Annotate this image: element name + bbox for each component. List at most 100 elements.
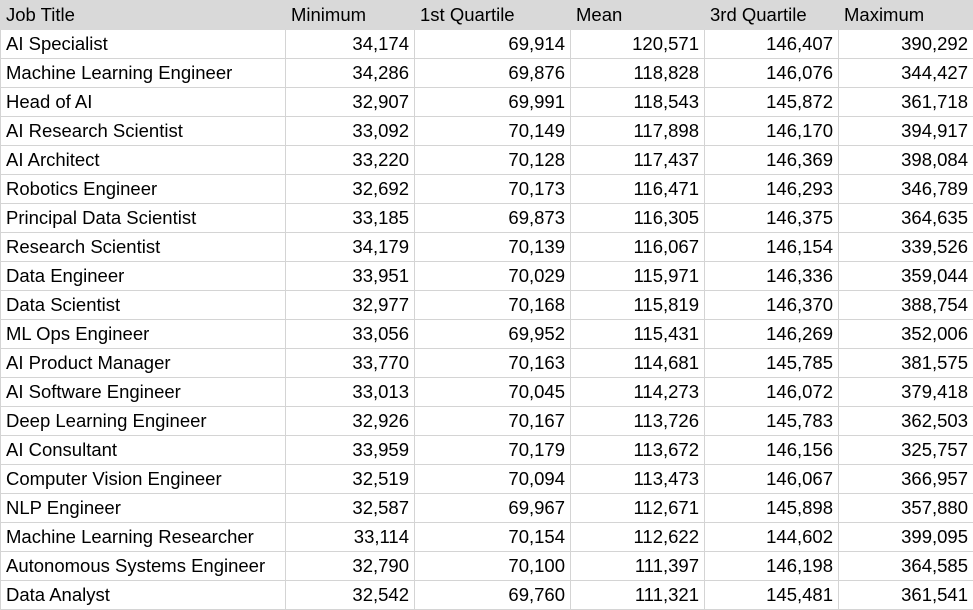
first-quartile-cell[interactable]: 70,154 xyxy=(414,522,571,552)
first-quartile-cell[interactable]: 70,029 xyxy=(414,261,571,291)
job-title-cell[interactable]: NLP Engineer xyxy=(0,493,286,523)
job-title-cell[interactable]: AI Research Scientist xyxy=(0,116,286,146)
maximum-cell[interactable]: 357,880 xyxy=(838,493,973,523)
third-quartile-cell[interactable]: 145,898 xyxy=(704,493,839,523)
minimum-cell[interactable]: 32,542 xyxy=(285,580,415,610)
third-quartile-cell[interactable]: 145,872 xyxy=(704,87,839,117)
maximum-cell[interactable]: 362,503 xyxy=(838,406,973,436)
maximum-cell[interactable]: 325,757 xyxy=(838,435,973,465)
third-quartile-cell[interactable]: 146,170 xyxy=(704,116,839,146)
maximum-cell[interactable]: 394,917 xyxy=(838,116,973,146)
maximum-cell[interactable]: 399,095 xyxy=(838,522,973,552)
first-quartile-cell[interactable]: 70,173 xyxy=(414,174,571,204)
mean-cell[interactable]: 115,819 xyxy=(570,290,705,320)
first-quartile-cell[interactable]: 70,149 xyxy=(414,116,571,146)
job-title-cell[interactable]: AI Consultant xyxy=(0,435,286,465)
minimum-cell[interactable]: 32,519 xyxy=(285,464,415,494)
maximum-cell[interactable]: 344,427 xyxy=(838,58,973,88)
first-quartile-cell[interactable]: 70,128 xyxy=(414,145,571,175)
minimum-cell[interactable]: 34,174 xyxy=(285,29,415,59)
first-quartile-cell[interactable]: 70,139 xyxy=(414,232,571,262)
minimum-cell[interactable]: 33,092 xyxy=(285,116,415,146)
job-title-cell[interactable]: AI Product Manager xyxy=(0,348,286,378)
header-mean[interactable]: Mean xyxy=(570,0,705,30)
first-quartile-cell[interactable]: 70,179 xyxy=(414,435,571,465)
third-quartile-cell[interactable]: 146,076 xyxy=(704,58,839,88)
job-title-cell[interactable]: Machine Learning Researcher xyxy=(0,522,286,552)
maximum-cell[interactable]: 339,526 xyxy=(838,232,973,262)
mean-cell[interactable]: 111,321 xyxy=(570,580,705,610)
maximum-cell[interactable]: 390,292 xyxy=(838,29,973,59)
third-quartile-cell[interactable]: 146,067 xyxy=(704,464,839,494)
third-quartile-cell[interactable]: 145,783 xyxy=(704,406,839,436)
first-quartile-cell[interactable]: 69,991 xyxy=(414,87,571,117)
third-quartile-cell[interactable]: 146,293 xyxy=(704,174,839,204)
job-title-cell[interactable]: Data Analyst xyxy=(0,580,286,610)
job-title-cell[interactable]: Computer Vision Engineer xyxy=(0,464,286,494)
mean-cell[interactable]: 118,543 xyxy=(570,87,705,117)
maximum-cell[interactable]: 364,635 xyxy=(838,203,973,233)
maximum-cell[interactable]: 398,084 xyxy=(838,145,973,175)
minimum-cell[interactable]: 34,179 xyxy=(285,232,415,262)
first-quartile-cell[interactable]: 70,100 xyxy=(414,551,571,581)
minimum-cell[interactable]: 33,951 xyxy=(285,261,415,291)
first-quartile-cell[interactable]: 69,914 xyxy=(414,29,571,59)
job-title-cell[interactable]: AI Software Engineer xyxy=(0,377,286,407)
minimum-cell[interactable]: 33,959 xyxy=(285,435,415,465)
third-quartile-cell[interactable]: 145,785 xyxy=(704,348,839,378)
third-quartile-cell[interactable]: 146,198 xyxy=(704,551,839,581)
job-title-cell[interactable]: Research Scientist xyxy=(0,232,286,262)
minimum-cell[interactable]: 32,790 xyxy=(285,551,415,581)
minimum-cell[interactable]: 33,220 xyxy=(285,145,415,175)
mean-cell[interactable]: 113,726 xyxy=(570,406,705,436)
job-title-cell[interactable]: Autonomous Systems Engineer xyxy=(0,551,286,581)
third-quartile-cell[interactable]: 146,269 xyxy=(704,319,839,349)
third-quartile-cell[interactable]: 144,602 xyxy=(704,522,839,552)
minimum-cell[interactable]: 33,114 xyxy=(285,522,415,552)
mean-cell[interactable]: 112,671 xyxy=(570,493,705,523)
header-third-quartile[interactable]: 3rd Quartile xyxy=(704,0,839,30)
job-title-cell[interactable]: AI Architect xyxy=(0,145,286,175)
job-title-cell[interactable]: Data Engineer xyxy=(0,261,286,291)
job-title-cell[interactable]: ML Ops Engineer xyxy=(0,319,286,349)
maximum-cell[interactable]: 381,575 xyxy=(838,348,973,378)
maximum-cell[interactable]: 379,418 xyxy=(838,377,973,407)
header-minimum[interactable]: Minimum xyxy=(285,0,415,30)
header-first-quartile[interactable]: 1st Quartile xyxy=(414,0,571,30)
mean-cell[interactable]: 115,431 xyxy=(570,319,705,349)
job-title-cell[interactable]: Deep Learning Engineer xyxy=(0,406,286,436)
minimum-cell[interactable]: 32,587 xyxy=(285,493,415,523)
minimum-cell[interactable]: 33,056 xyxy=(285,319,415,349)
first-quartile-cell[interactable]: 69,873 xyxy=(414,203,571,233)
mean-cell[interactable]: 114,273 xyxy=(570,377,705,407)
third-quartile-cell[interactable]: 146,072 xyxy=(704,377,839,407)
first-quartile-cell[interactable]: 70,168 xyxy=(414,290,571,320)
header-maximum[interactable]: Maximum xyxy=(838,0,973,30)
mean-cell[interactable]: 116,067 xyxy=(570,232,705,262)
third-quartile-cell[interactable]: 146,407 xyxy=(704,29,839,59)
mean-cell[interactable]: 116,305 xyxy=(570,203,705,233)
third-quartile-cell[interactable]: 146,336 xyxy=(704,261,839,291)
minimum-cell[interactable]: 32,907 xyxy=(285,87,415,117)
mean-cell[interactable]: 115,971 xyxy=(570,261,705,291)
maximum-cell[interactable]: 361,541 xyxy=(838,580,973,610)
job-title-cell[interactable]: Machine Learning Engineer xyxy=(0,58,286,88)
job-title-cell[interactable]: AI Specialist xyxy=(0,29,286,59)
mean-cell[interactable]: 114,681 xyxy=(570,348,705,378)
minimum-cell[interactable]: 33,013 xyxy=(285,377,415,407)
job-title-cell[interactable]: Data Scientist xyxy=(0,290,286,320)
job-title-cell[interactable]: Robotics Engineer xyxy=(0,174,286,204)
first-quartile-cell[interactable]: 69,967 xyxy=(414,493,571,523)
maximum-cell[interactable]: 361,718 xyxy=(838,87,973,117)
mean-cell[interactable]: 120,571 xyxy=(570,29,705,59)
mean-cell[interactable]: 111,397 xyxy=(570,551,705,581)
first-quartile-cell[interactable]: 70,094 xyxy=(414,464,571,494)
third-quartile-cell[interactable]: 145,481 xyxy=(704,580,839,610)
maximum-cell[interactable]: 388,754 xyxy=(838,290,973,320)
header-job-title[interactable]: Job Title xyxy=(0,0,286,30)
minimum-cell[interactable]: 34,286 xyxy=(285,58,415,88)
first-quartile-cell[interactable]: 70,163 xyxy=(414,348,571,378)
minimum-cell[interactable]: 33,185 xyxy=(285,203,415,233)
third-quartile-cell[interactable]: 146,370 xyxy=(704,290,839,320)
mean-cell[interactable]: 117,898 xyxy=(570,116,705,146)
